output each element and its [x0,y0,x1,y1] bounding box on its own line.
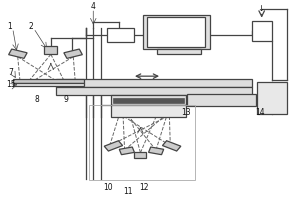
Bar [187,94,256,106]
Bar [107,28,134,42]
Bar [162,141,181,151]
Bar [119,147,134,155]
Bar [251,21,272,41]
Text: 12: 12 [139,183,149,192]
Text: 7: 7 [9,68,14,77]
Bar [111,105,186,117]
Bar [257,82,287,114]
Text: 4: 4 [91,2,96,11]
Bar [56,87,251,95]
Bar [44,46,57,54]
Text: 14: 14 [256,108,265,117]
Bar [64,49,82,58]
Bar [142,15,210,49]
Bar [9,49,27,58]
Bar [104,141,123,151]
Text: 13: 13 [181,108,190,117]
Bar [13,79,84,83]
Text: 2: 2 [28,22,33,31]
Bar [89,105,195,180]
Bar [147,17,205,47]
Bar [134,152,146,158]
Bar [13,83,84,86]
Text: 11: 11 [123,187,132,196]
Bar [148,147,164,155]
Bar [158,49,201,54]
Text: 8: 8 [34,95,39,104]
Bar [113,98,184,103]
Text: 15: 15 [6,80,16,89]
Text: 1: 1 [7,22,12,31]
Bar [111,95,186,105]
Text: ↓: ↓ [257,4,264,13]
Text: 9: 9 [64,95,69,104]
Text: 10: 10 [103,183,113,192]
Bar [56,79,251,87]
